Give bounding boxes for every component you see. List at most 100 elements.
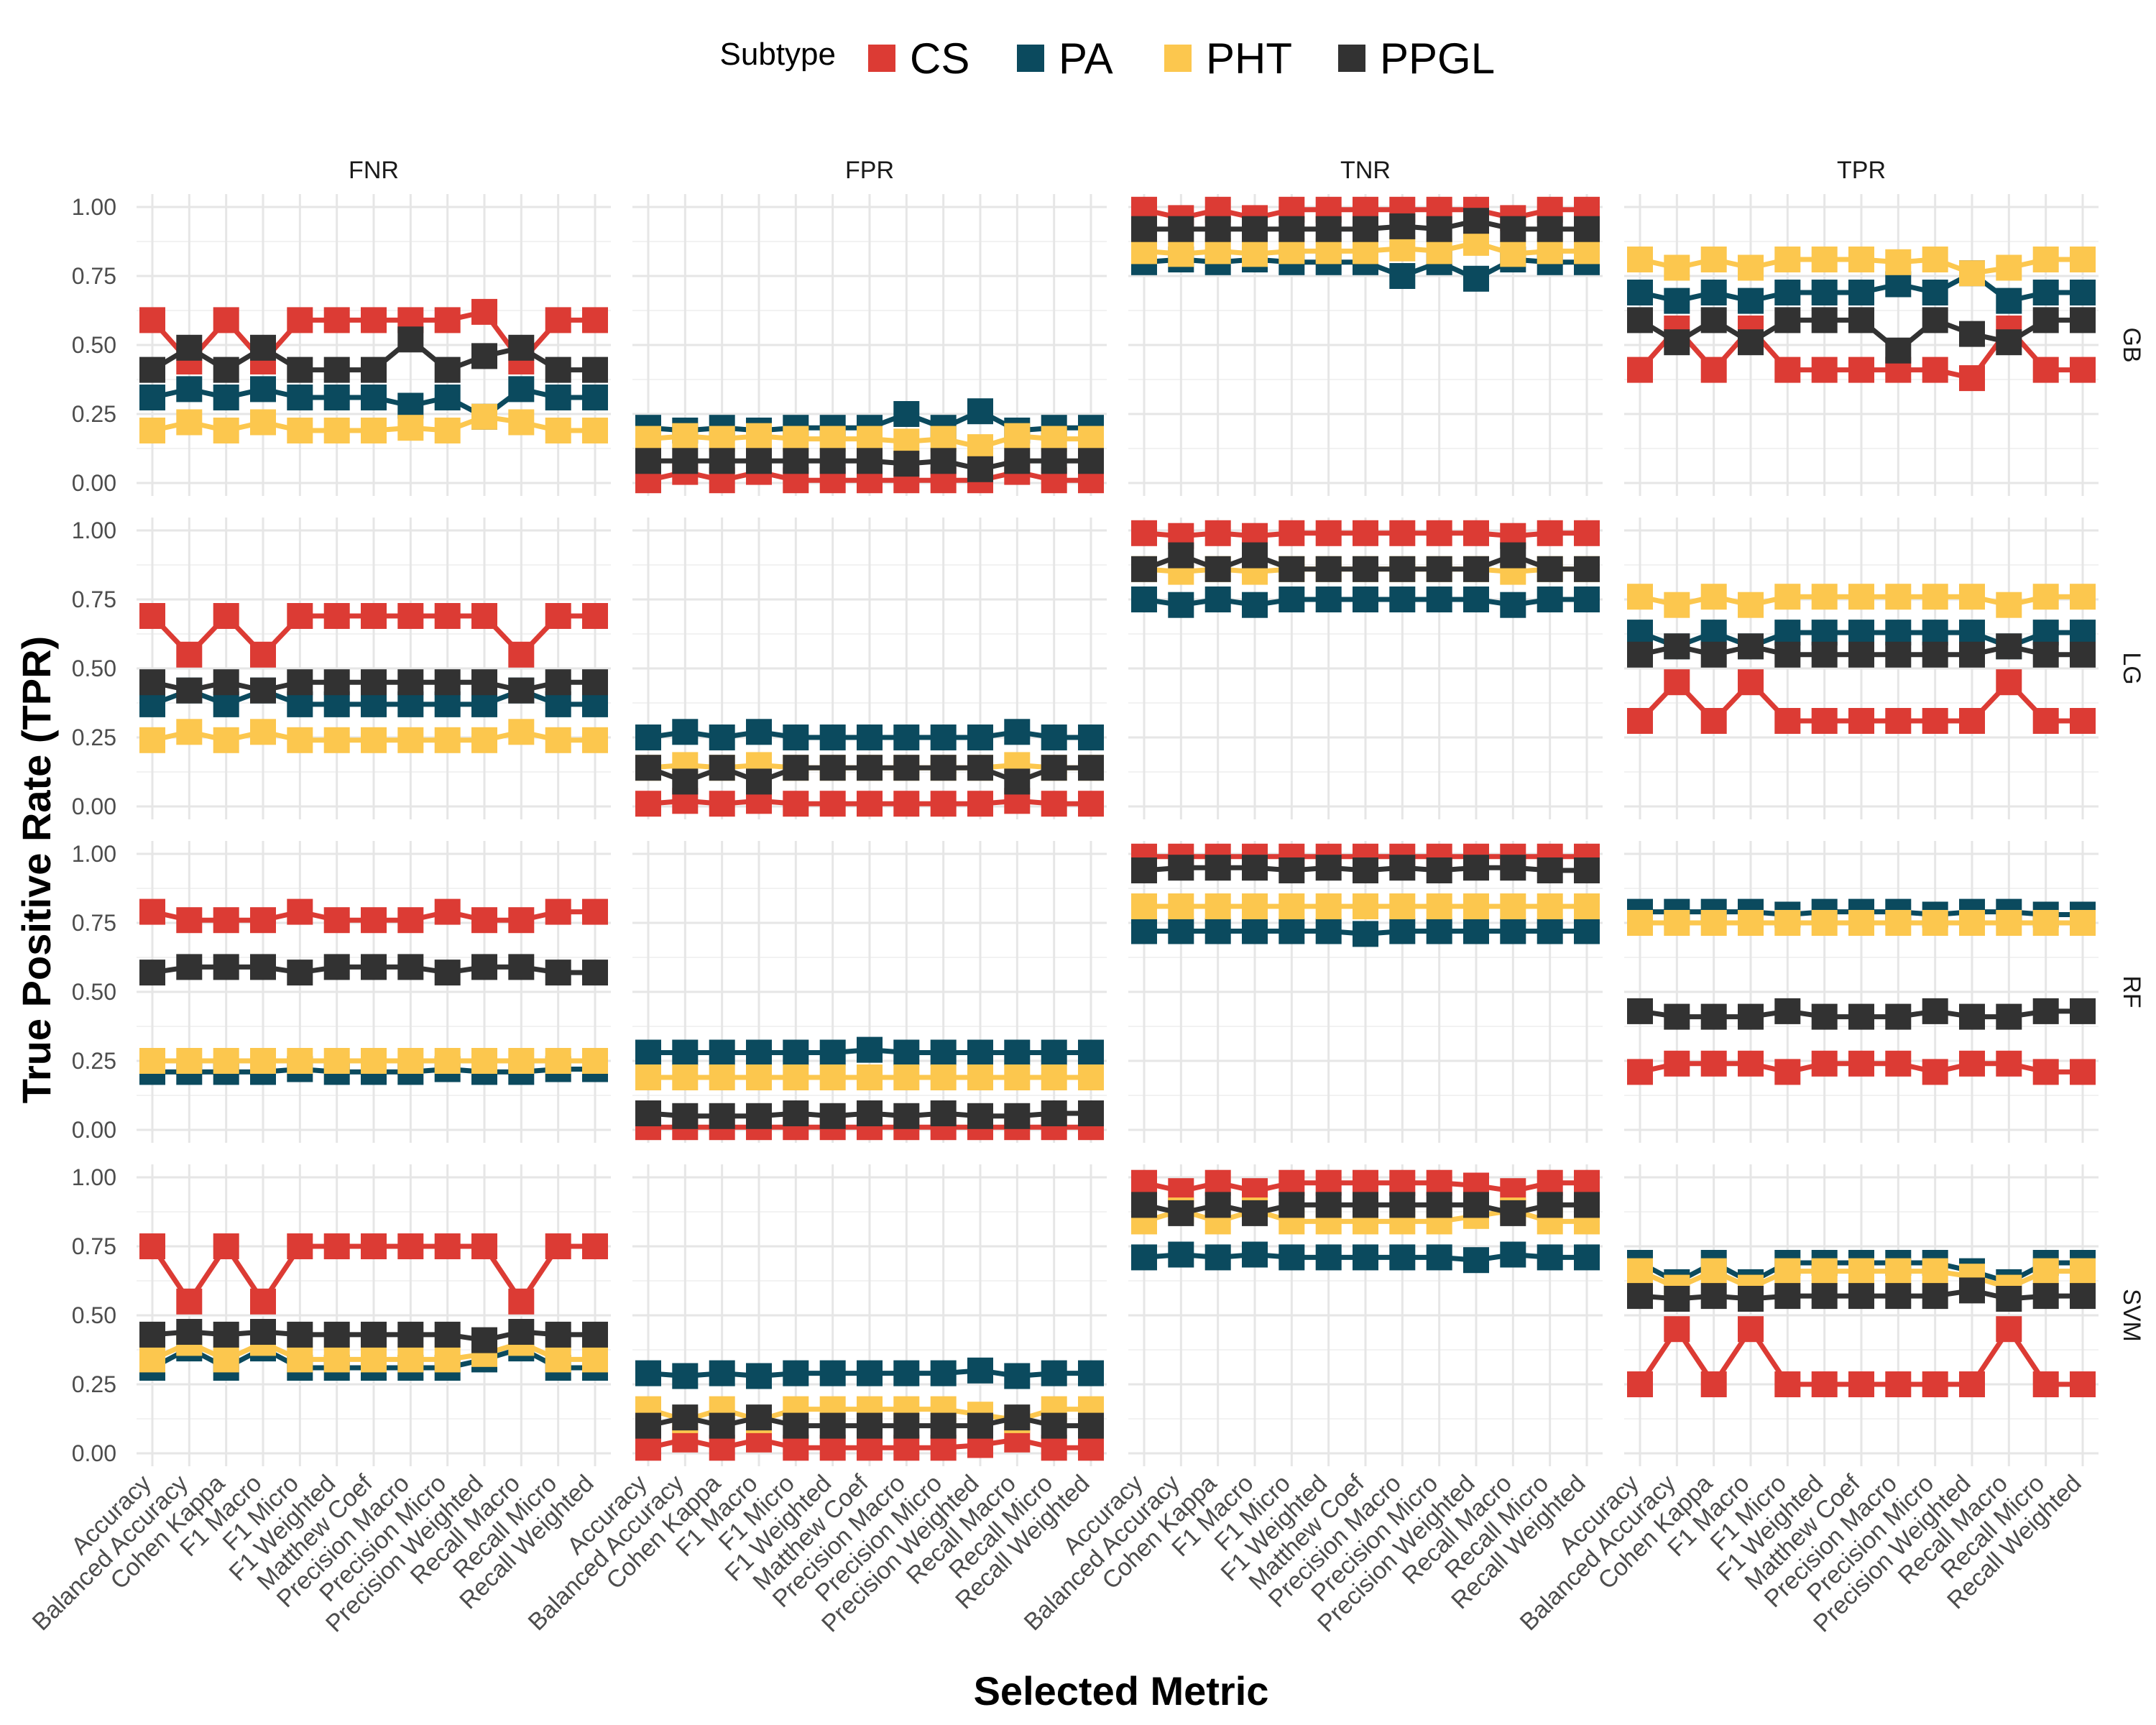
data-point-pht	[1279, 893, 1305, 919]
data-point-cs	[508, 1288, 535, 1315]
data-point-ppgl	[2070, 1283, 2096, 1310]
data-point-pht	[2070, 247, 2096, 272]
data-point-ppgl	[582, 669, 608, 696]
facet-panels	[137, 194, 2099, 1466]
data-point-ppgl	[746, 1404, 772, 1431]
data-point-pa	[582, 691, 608, 717]
data-point-cs	[213, 1233, 239, 1259]
data-point-cs	[1700, 708, 1727, 734]
strip-row-svm: SVM	[2118, 1289, 2145, 1342]
data-point-cs	[1700, 1371, 1727, 1397]
data-point-pht	[819, 426, 846, 452]
data-point-pa	[783, 724, 809, 750]
data-point-pa	[1279, 1244, 1305, 1271]
data-point-pa	[967, 398, 993, 425]
data-point-pht	[1811, 247, 1838, 272]
data-point-cs	[213, 307, 239, 334]
data-point-pht	[545, 727, 571, 753]
series-pa	[1131, 586, 1600, 618]
data-point-pht	[1738, 910, 1764, 936]
data-point-pht	[139, 1346, 165, 1373]
data-point-cs	[361, 603, 387, 629]
data-point-pht	[1774, 247, 1801, 272]
data-point-ppgl	[323, 1321, 350, 1348]
data-point-pht	[1959, 584, 1985, 610]
data-point-pa	[1389, 1244, 1416, 1271]
data-point-ppgl	[1004, 448, 1031, 474]
data-point-pht	[1700, 247, 1727, 272]
data-point-ppgl	[176, 1319, 203, 1345]
data-point-pht	[250, 1048, 276, 1074]
series-ppgl	[139, 669, 608, 704]
data-point-pht	[361, 1346, 387, 1373]
data-point-cs	[1811, 708, 1838, 734]
data-point-pht	[1959, 260, 1985, 287]
data-point-cs	[1848, 708, 1874, 734]
y-tick-label: 0.00	[72, 1117, 116, 1143]
data-point-cs	[819, 791, 846, 817]
data-point-ppgl	[1463, 1192, 1489, 1218]
data-point-pht	[1922, 1258, 1948, 1284]
data-point-ppgl	[434, 960, 461, 986]
data-point-ppgl	[1996, 1003, 2022, 1030]
data-point-pht	[471, 403, 497, 430]
data-point-pa	[1204, 1244, 1231, 1271]
data-point-cs	[1738, 1050, 1764, 1077]
data-point-cs	[1315, 520, 1342, 546]
data-point-cs	[361, 1233, 387, 1259]
data-point-pht	[635, 426, 661, 452]
data-point-ppgl	[545, 356, 571, 383]
data-point-ppgl	[1315, 1192, 1342, 1218]
data-point-pht	[1885, 249, 1912, 275]
data-point-pa	[287, 385, 313, 410]
data-point-pht	[1848, 910, 1874, 936]
data-point-cs	[1996, 669, 2022, 696]
data-point-ppgl	[1848, 1003, 1874, 1030]
data-point-pht	[213, 1048, 239, 1074]
data-point-pa	[1389, 263, 1416, 289]
series-ppgl	[635, 448, 1104, 482]
data-point-cs	[213, 603, 239, 629]
data-point-ppgl	[1353, 857, 1378, 883]
data-point-pht	[1811, 910, 1838, 936]
data-point-ppgl	[1131, 1192, 1157, 1218]
data-point-pa	[819, 1360, 846, 1386]
data-point-ppgl	[1738, 1286, 1764, 1312]
data-point-ppgl	[1537, 1192, 1563, 1218]
data-point-cs	[1315, 1169, 1342, 1196]
data-point-ppgl	[1204, 1192, 1231, 1218]
data-point-pa	[361, 385, 387, 410]
data-point-cs	[250, 1288, 276, 1315]
data-point-pht	[1168, 893, 1194, 919]
data-point-pa	[1041, 1039, 1067, 1066]
data-point-pht	[361, 1048, 387, 1074]
data-point-ppgl	[176, 334, 203, 361]
data-point-ppgl	[1574, 216, 1600, 242]
data-point-pht	[1353, 893, 1378, 919]
data-point-cs	[1700, 356, 1727, 383]
data-point-cs	[1041, 791, 1067, 817]
data-point-ppgl	[1078, 1412, 1104, 1439]
data-point-ppgl	[1041, 448, 1067, 474]
data-point-ppgl	[967, 456, 993, 482]
data-point-cs	[471, 298, 497, 325]
legend-item-cs: CS	[868, 34, 969, 83]
data-point-pht	[1315, 893, 1342, 919]
data-point-ppgl	[1848, 1283, 1874, 1310]
data-point-ppgl	[1279, 857, 1305, 883]
data-point-pht	[1811, 1258, 1838, 1284]
data-point-pa	[1627, 620, 1653, 646]
panel-lg-fnr	[137, 518, 611, 819]
data-point-pa	[213, 691, 239, 717]
data-point-pht	[1242, 241, 1268, 267]
series-pht	[1627, 910, 2096, 936]
series-cs	[1627, 1316, 2096, 1397]
data-point-cs	[176, 641, 203, 668]
data-point-pht	[1574, 893, 1600, 919]
data-point-pht	[746, 423, 772, 449]
data-point-pa	[397, 691, 424, 717]
data-point-ppgl	[1041, 755, 1067, 781]
data-point-pht	[893, 428, 920, 455]
data-point-ppgl	[1204, 556, 1231, 582]
panel-gb-fnr	[137, 194, 611, 496]
